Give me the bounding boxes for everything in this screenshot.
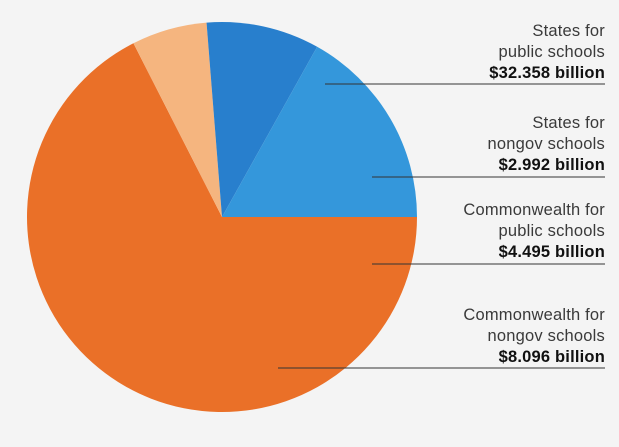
pie-slice-commonwealth-public (206, 21, 318, 218)
value-label: $32.358 billion (489, 64, 605, 82)
value-label: $8.096 billion (498, 348, 605, 366)
pie-slice-commonwealth-nongov (222, 46, 417, 217)
pie-slice-states-nongov (133, 22, 222, 217)
label-states-nongov: States for nongov schools $2.992 billion (488, 113, 605, 176)
label-states-public: States for public schools $32.358 billio… (489, 21, 605, 84)
label-line: nongov schools (487, 327, 605, 345)
label-line: States for (532, 114, 605, 132)
leader-lines (278, 83, 605, 369)
label-line: public schools (498, 43, 605, 61)
label-line: public schools (498, 222, 605, 240)
label-line: States for (532, 22, 605, 40)
label-commonwealth-nongov: Commonwealth for nongov schools $8.096 b… (463, 305, 605, 368)
label-line: Commonwealth for (463, 201, 605, 219)
label-line: nongov schools (487, 135, 605, 153)
pie-slices (27, 21, 418, 412)
pie-slice-states-public (27, 43, 418, 412)
label-commonwealth-public: Commonwealth for public schools $4.495 b… (463, 200, 605, 263)
value-label: $4.495 billion (498, 243, 605, 261)
value-label: $2.992 billion (498, 156, 605, 174)
label-line: Commonwealth for (463, 306, 605, 324)
